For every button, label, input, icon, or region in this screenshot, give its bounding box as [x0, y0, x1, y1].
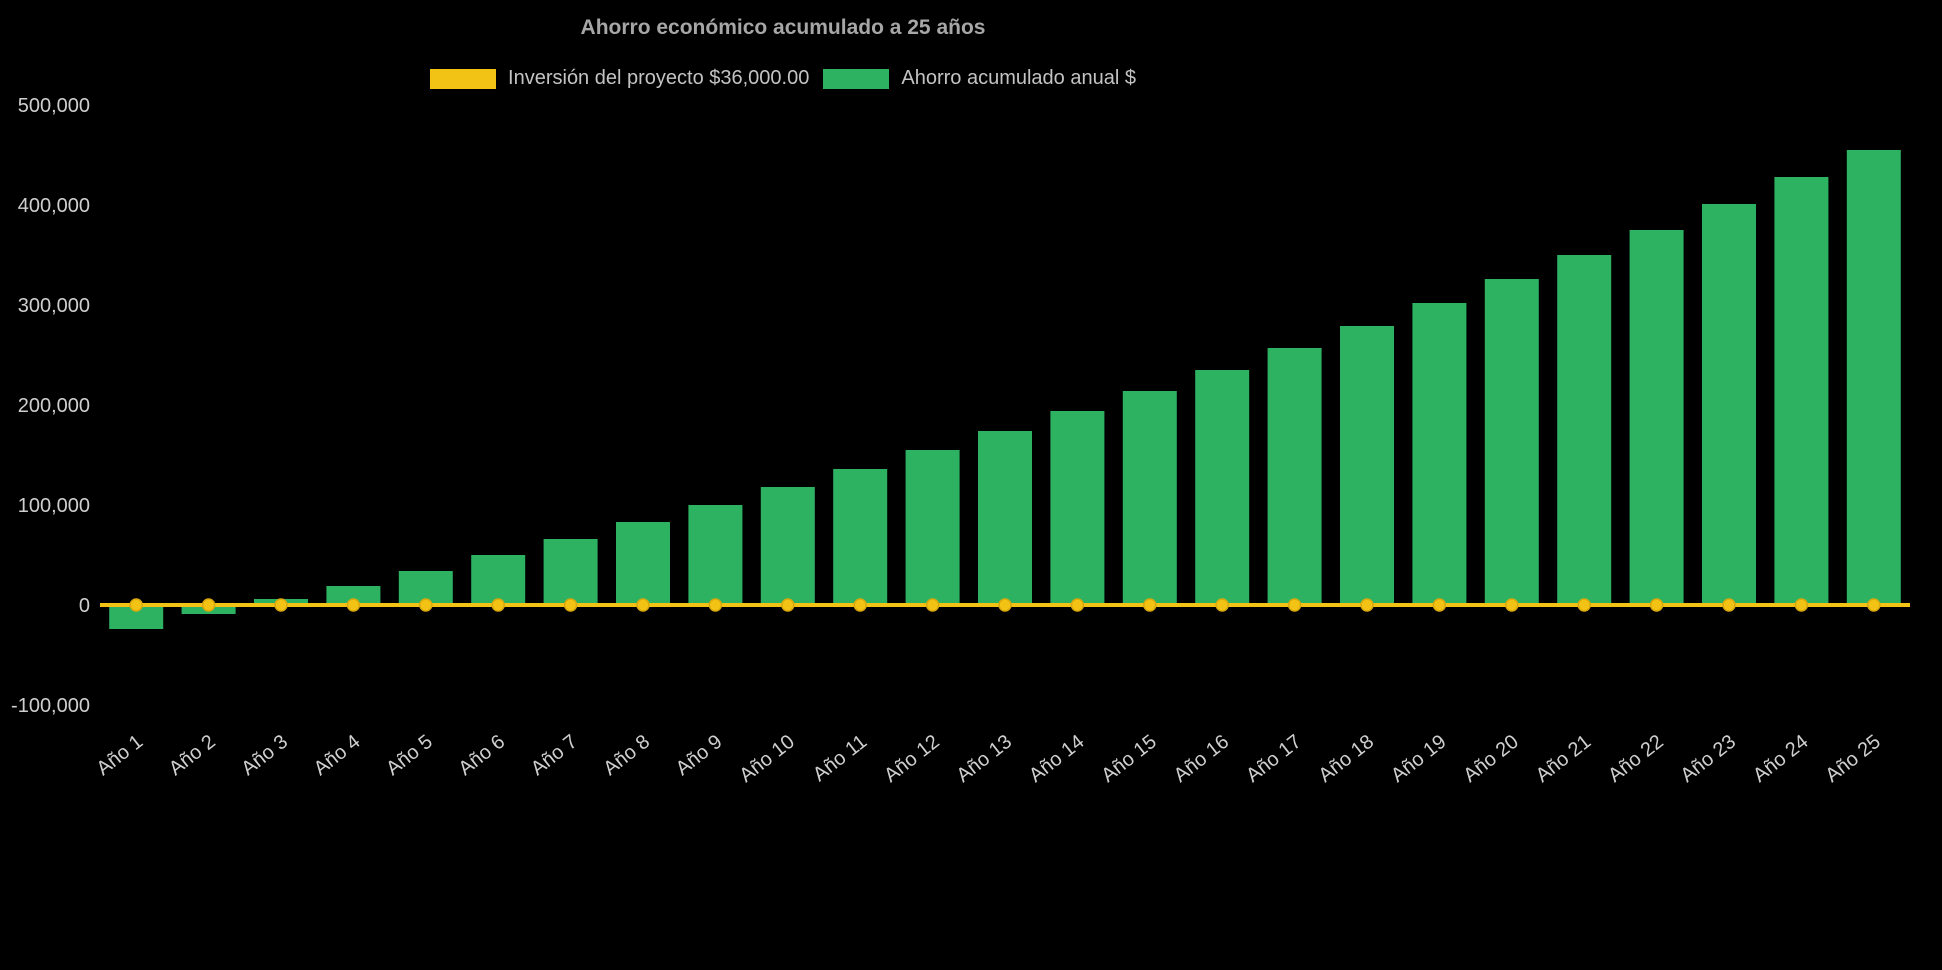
chart-title: Ahorro económico acumulado a 25 años [580, 16, 986, 39]
y-tick-label: 100,000 [18, 495, 90, 517]
y-tick-label: 300,000 [18, 295, 90, 317]
bar-Año 20 [1484, 279, 1539, 605]
bar-Año 22 [1629, 230, 1684, 605]
bar-Año 10 [760, 487, 815, 605]
line-marker [419, 598, 433, 612]
line-marker [563, 598, 578, 612]
investment-legend-swatch [430, 68, 497, 89]
bar-Año 11 [833, 469, 888, 605]
bar-Año 8 [616, 522, 670, 605]
x-tick-label: Año 7 [527, 731, 582, 781]
legend-item-investment[interactable]: Inversión del proyecto $36,000.00 [430, 67, 809, 90]
x-tick-label: Año 8 [599, 731, 654, 781]
x-tick-label: Año 9 [672, 731, 727, 781]
line-marker [1577, 598, 1591, 612]
y-tick-label: 200,000 [18, 395, 90, 417]
bar-Año 24 [1774, 177, 1829, 605]
y-tick-label: 0 [79, 595, 90, 617]
line-marker [346, 598, 361, 612]
line-marker [1722, 598, 1736, 612]
y-tick-label: 400,000 [18, 195, 90, 217]
line-marker [1432, 598, 1447, 612]
line-marker [708, 598, 723, 612]
line-marker [853, 598, 867, 612]
savings-legend-swatch [823, 68, 890, 89]
bar-Año 9 [688, 505, 743, 605]
bar-Año 4 [326, 586, 381, 605]
bar-Año 16 [1195, 370, 1250, 605]
x-tick-label: Año 3 [237, 731, 292, 781]
line-marker [1867, 598, 1881, 612]
bar-Año 19 [1412, 303, 1467, 605]
x-tick-label: Año 17 [1242, 731, 1305, 787]
x-tick-label: Año 16 [1170, 731, 1233, 787]
bar-Año 7 [543, 539, 598, 605]
x-tick-label: Año 14 [1025, 731, 1088, 787]
x-tick-label: Año 15 [1097, 731, 1160, 787]
line-marker [781, 598, 795, 612]
x-tick-label: Año 11 [809, 731, 871, 786]
savings-legend-label: Ahorro acumulado anual $ [901, 67, 1136, 89]
x-tick-label: Año 1 [93, 731, 148, 781]
x-tick-label: Año 20 [1459, 731, 1522, 787]
x-tick-label: Año 21 [1532, 731, 1595, 787]
line-marker [1794, 598, 1809, 612]
line-marker [1070, 598, 1085, 612]
x-tick-label: Año 18 [1315, 731, 1378, 787]
bar-Año 17 [1267, 348, 1322, 605]
line-marker [129, 598, 143, 612]
x-tick-label: Año 25 [1821, 731, 1884, 787]
x-tick-label: Año 22 [1604, 731, 1667, 787]
x-tick-label: Año 2 [165, 731, 220, 781]
line-marker [925, 598, 940, 612]
bar-Año 23 [1702, 204, 1756, 605]
line-marker [998, 598, 1012, 612]
x-tick-label: Año 5 [382, 731, 437, 781]
bar-Año 15 [1122, 391, 1177, 605]
bar-Año 13 [978, 431, 1032, 605]
x-tick-label: Año 12 [880, 731, 943, 787]
y-tick-label: 500,000 [18, 95, 90, 117]
bar-Año 14 [1050, 411, 1105, 605]
bar-Año 12 [905, 450, 960, 605]
bar-Año 6 [471, 555, 526, 605]
bar-Año 21 [1557, 255, 1612, 605]
x-tick-label: Año 23 [1677, 731, 1740, 787]
line-marker [201, 598, 216, 612]
bar-Año 18 [1340, 326, 1394, 605]
line-marker [1649, 598, 1664, 612]
chart-header: Ahorro económico acumulado a 25 años Inv… [0, 16, 1566, 90]
x-tick-label: Año 10 [735, 731, 798, 787]
line-marker [1505, 598, 1519, 612]
line-marker [1360, 598, 1374, 612]
chart-legend: Inversión del proyecto $36,000.00 Ahorro… [0, 67, 1566, 90]
x-tick-label: Año 6 [455, 731, 510, 781]
x-tick-label: Año 19 [1387, 731, 1450, 787]
y-tick-label: -100,000 [11, 695, 90, 717]
x-tick-label: Año 24 [1749, 731, 1812, 787]
bar-Año 25 [1846, 150, 1901, 605]
line-marker [1143, 598, 1157, 612]
line-marker [636, 598, 650, 612]
line-marker [491, 598, 505, 612]
investment-legend-label: Inversión del proyecto $36,000.00 [508, 67, 810, 89]
legend-item-savings[interactable]: Ahorro acumulado anual $ [823, 67, 1136, 90]
line-marker [274, 598, 288, 612]
line-marker [1215, 598, 1229, 612]
x-tick-label: Año 13 [953, 731, 1016, 787]
x-tick-label: Año 4 [310, 731, 365, 781]
line-marker [1287, 598, 1302, 612]
